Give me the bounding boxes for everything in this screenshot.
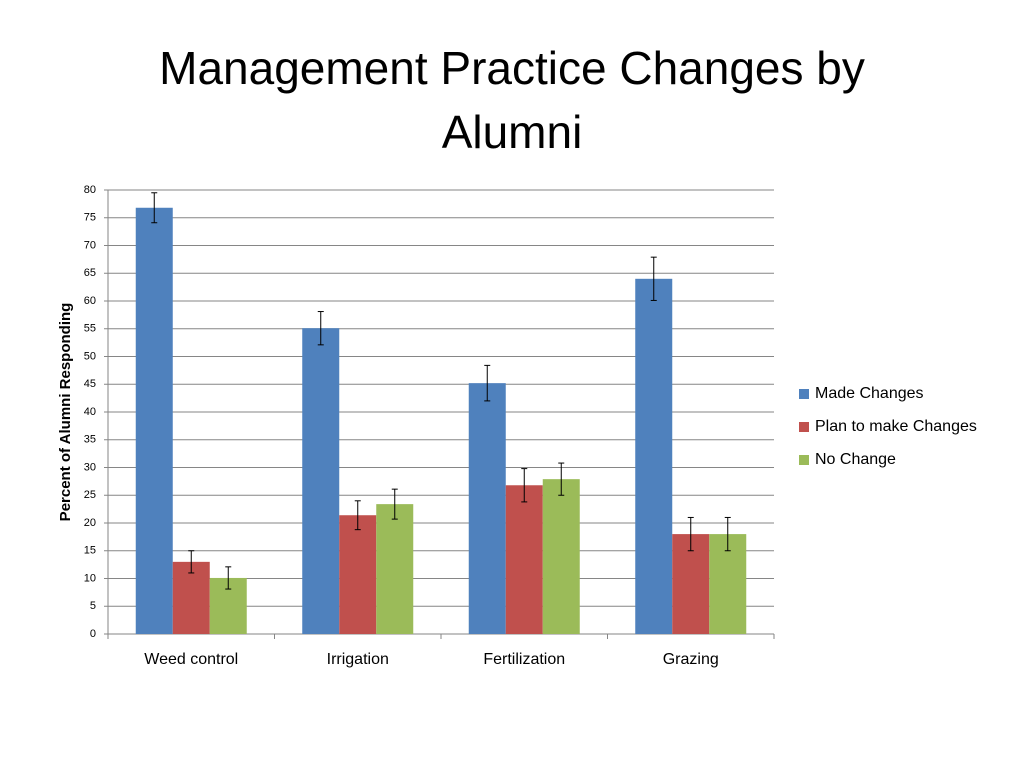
error-bar (650, 256, 657, 301)
y-tick-label: 65 (84, 267, 96, 279)
error-bar (724, 516, 731, 552)
bar (135, 207, 173, 634)
x-tick-label: Grazing (663, 651, 719, 668)
y-tick-label: 20 (84, 517, 96, 529)
error-bar (225, 566, 232, 590)
y-tick-label: 35 (84, 434, 96, 446)
y-tick-label: 30 (84, 461, 96, 473)
x-tick-label: Weed control (144, 651, 238, 668)
y-tick-label: 55 (84, 323, 96, 335)
error-bar (151, 192, 158, 224)
legend-label: Plan to make Changes (815, 418, 977, 435)
error-bar (188, 550, 195, 574)
bar (339, 515, 377, 634)
error-bar (317, 311, 324, 346)
y-tick-label: 50 (84, 350, 96, 362)
y-tick-label: 0 (90, 628, 96, 640)
bar (302, 328, 340, 634)
y-tick-label: 40 (84, 406, 96, 418)
bar (505, 485, 543, 634)
y-tick-label: 60 (84, 295, 96, 307)
x-tick-label: Irrigation (327, 651, 389, 668)
y-axis-label: Percent of Alumni Responding (57, 303, 74, 522)
y-tick-label: 5 (90, 600, 96, 612)
bar (376, 504, 414, 634)
bar (635, 278, 673, 634)
y-tick-label: 15 (84, 545, 96, 557)
error-bar (687, 516, 694, 552)
error-bar (354, 500, 361, 531)
error-bar (521, 468, 528, 503)
legend-swatch (799, 455, 809, 465)
x-tick-label: Fertilization (483, 651, 565, 668)
y-tick-label: 70 (84, 239, 96, 251)
chart-title: Management Practice Changes by Alumni (159, 42, 865, 158)
y-tick-label: 10 (84, 572, 96, 584)
bar (172, 561, 210, 634)
legend-label: No Change (815, 451, 896, 468)
error-bar (391, 488, 398, 520)
legend-swatch (799, 422, 809, 432)
legend-label: Made Changes (815, 385, 924, 402)
bar (542, 479, 580, 634)
legend-swatch (799, 389, 809, 399)
y-tick-label: 75 (84, 212, 96, 224)
y-tick-label: 25 (84, 489, 96, 501)
error-bar (484, 364, 491, 402)
error-bar (558, 462, 565, 496)
bar (468, 383, 506, 634)
y-tick-label: 45 (84, 378, 96, 390)
y-tick-label: 80 (84, 184, 96, 196)
